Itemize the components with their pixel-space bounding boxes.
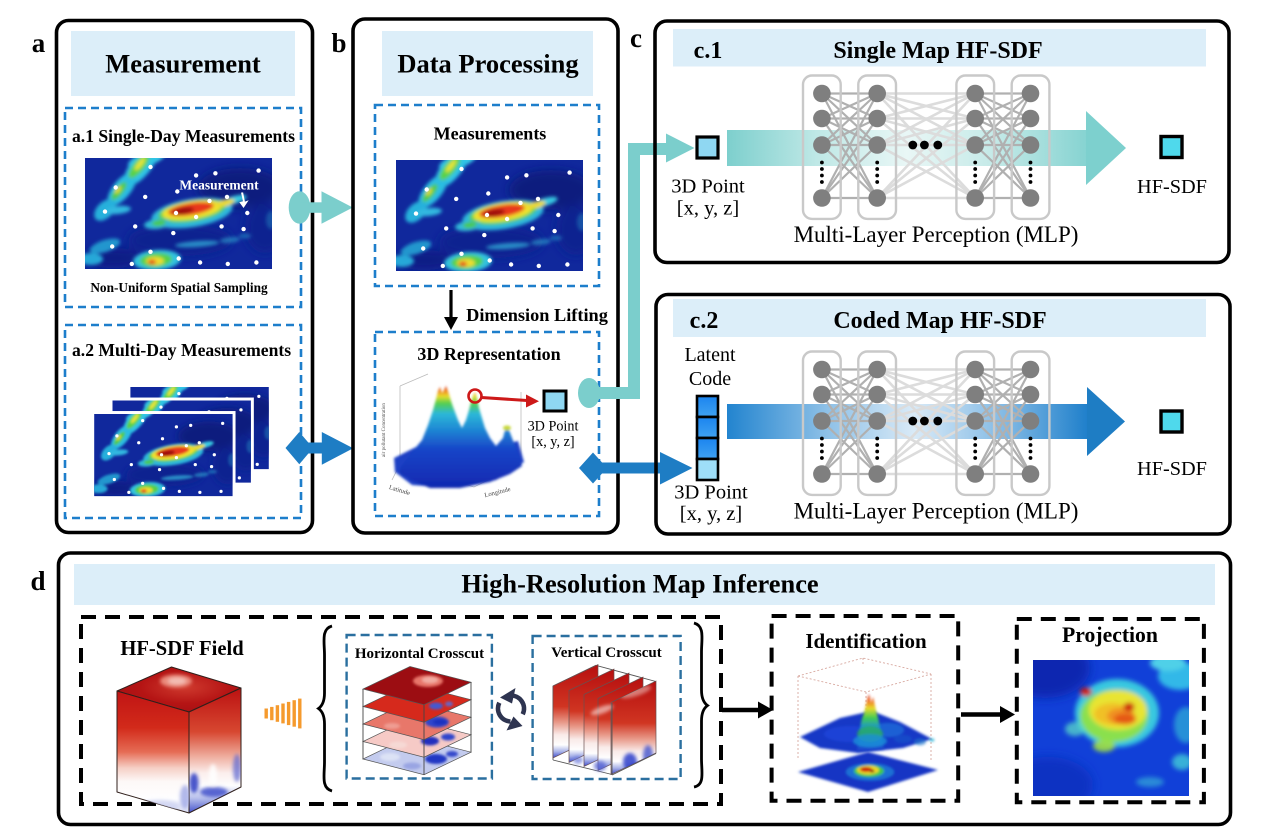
svg-text:Dimension Lifting: Dimension Lifting — [466, 305, 608, 325]
svg-text:3D Point: 3D Point — [671, 176, 745, 198]
svg-text:[x, y, z]: [x, y, z] — [680, 503, 742, 525]
svg-text:[x, y, z]: [x, y, z] — [531, 434, 574, 450]
svg-text:Projection: Projection — [1062, 623, 1158, 647]
svg-text:Multi-Layer Perception (MLP): Multi-Layer Perception (MLP) — [794, 499, 1079, 524]
svg-text:Latent: Latent — [684, 344, 736, 366]
svg-text:Single Map HF-SDF: Single Map HF-SDF — [833, 38, 1042, 64]
svg-text:d: d — [30, 566, 45, 596]
svg-text:Multi-Layer Perception (MLP): Multi-Layer Perception (MLP) — [794, 222, 1079, 247]
svg-text:Measurements: Measurements — [434, 124, 547, 144]
svg-text:3D Point: 3D Point — [528, 419, 579, 435]
svg-text:c.1: c.1 — [694, 38, 723, 64]
svg-text:a.1 Single-Day Measurements: a.1 Single-Day Measurements — [72, 126, 295, 146]
svg-text:HF-SDF Field: HF-SDF Field — [120, 638, 244, 660]
svg-text:3D Point: 3D Point — [674, 482, 748, 504]
svg-text:Measurement: Measurement — [179, 178, 259, 193]
svg-text:Identification: Identification — [805, 629, 927, 653]
svg-text:Measurement: Measurement — [105, 49, 261, 79]
svg-text:a: a — [32, 28, 46, 58]
svg-text:Code: Code — [689, 368, 731, 390]
svg-text:High-Resolution Map Inference: High-Resolution Map Inference — [461, 569, 819, 599]
svg-text:c: c — [630, 23, 642, 53]
svg-text:HF-SDF: HF-SDF — [1137, 176, 1207, 198]
svg-text:HF-SDF: HF-SDF — [1137, 458, 1207, 480]
svg-text:Data Processing: Data Processing — [397, 49, 578, 79]
svg-text:3D Representation: 3D Representation — [417, 344, 560, 364]
svg-text:[x, y, z]: [x, y, z] — [677, 198, 739, 220]
svg-text:a.2 Multi-Day Measurements: a.2 Multi-Day Measurements — [72, 340, 291, 360]
svg-text:Non-Uniform Spatial Sampling: Non-Uniform Spatial Sampling — [90, 280, 268, 295]
svg-text:Horizontal Crosscut: Horizontal Crosscut — [355, 646, 484, 662]
svg-text:b: b — [331, 28, 346, 58]
svg-text:Vertical Crosscut: Vertical Crosscut — [551, 645, 661, 661]
svg-text:Coded Map HF-SDF: Coded Map HF-SDF — [833, 308, 1046, 334]
svg-text:c.2: c.2 — [690, 308, 719, 334]
svg-text:air pollutant Concentration: air pollutant Concentration — [382, 403, 387, 457]
